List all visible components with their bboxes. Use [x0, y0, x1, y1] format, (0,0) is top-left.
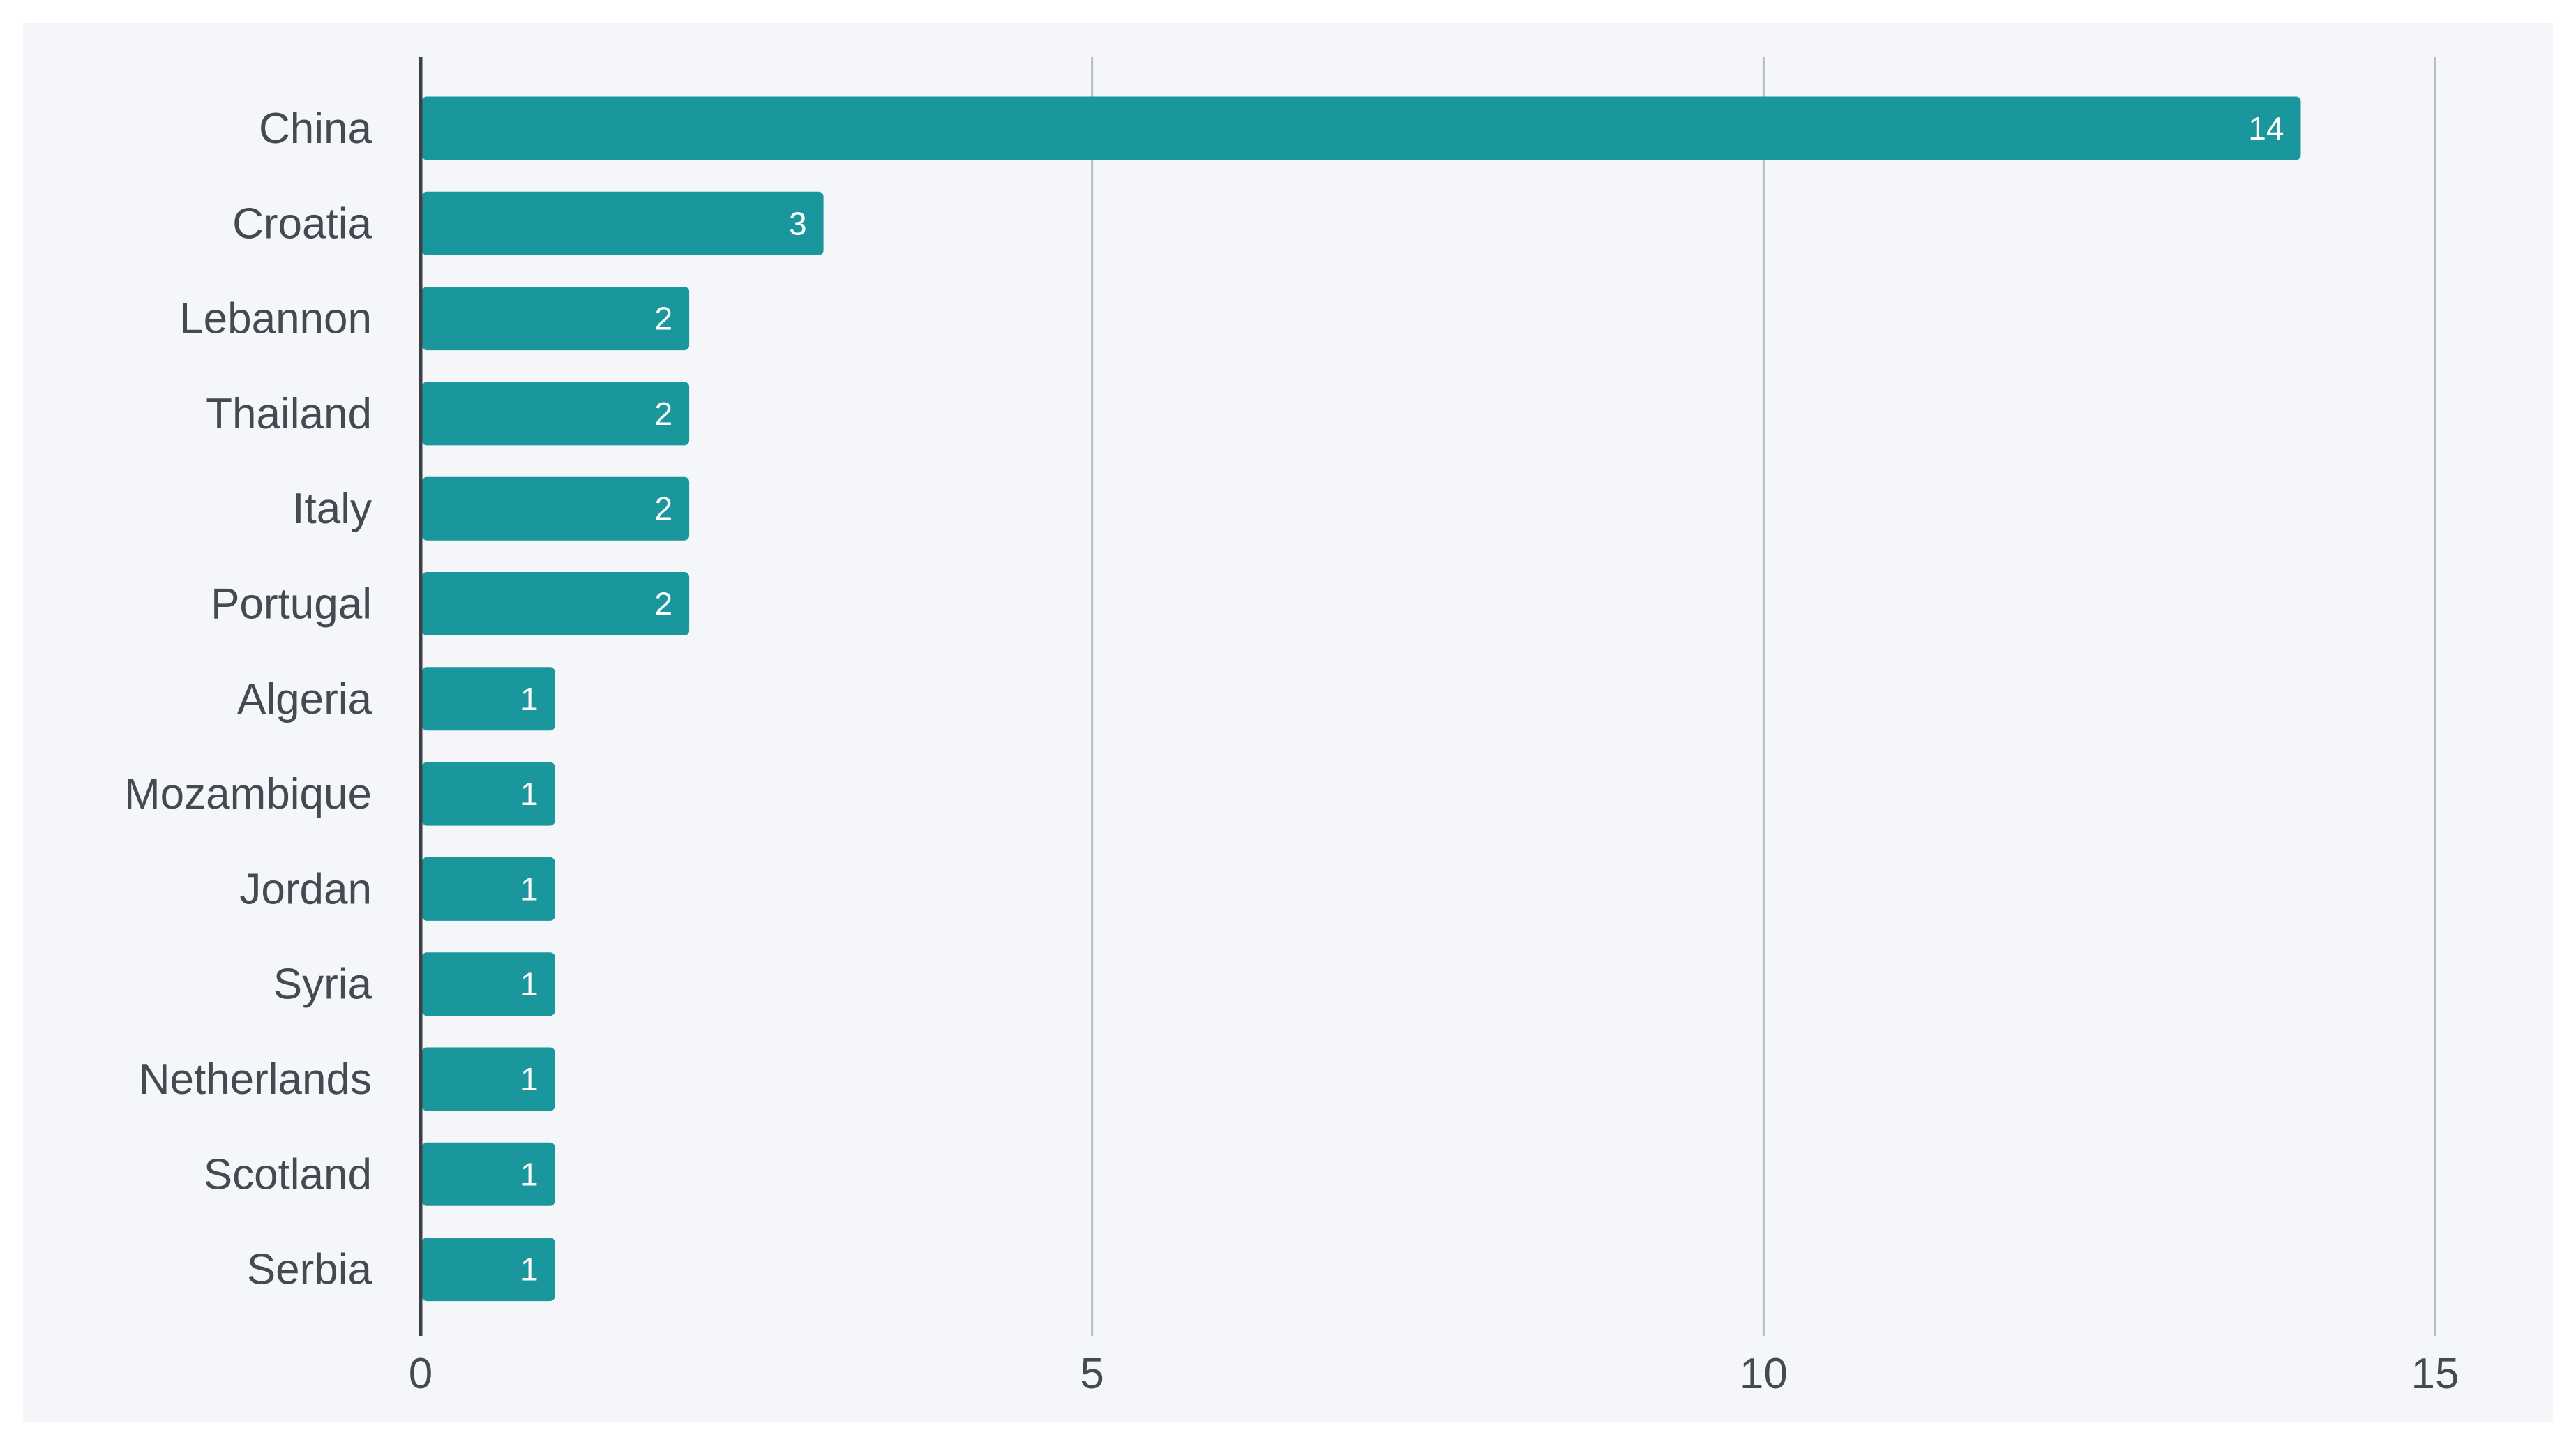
- x-tick-label: 5: [1080, 1350, 1104, 1398]
- bar-value-label: 3: [789, 205, 807, 241]
- x-tick-label: 15: [2411, 1350, 2460, 1398]
- bar-value-label: 2: [654, 396, 672, 432]
- bar: [422, 382, 690, 446]
- category-label: Croatia: [232, 200, 372, 248]
- category-label: Jordan: [239, 865, 372, 913]
- bar: [422, 857, 555, 921]
- category-label: Portugal: [211, 580, 372, 629]
- bar: [422, 1238, 555, 1302]
- bar-value-label: 14: [2248, 110, 2284, 146]
- category-labels: China Croatia Lebannon Thailand Italy Portuga…: [124, 105, 372, 1294]
- category-label: Serbia: [247, 1246, 372, 1294]
- bar: [422, 1047, 555, 1111]
- category-label: Algeria: [237, 675, 372, 723]
- bar: [422, 476, 690, 541]
- category-label: Syria: [273, 961, 372, 1009]
- bar: [422, 762, 555, 826]
- category-label: Italy: [292, 485, 372, 533]
- category-label: China: [259, 105, 372, 153]
- bars: 14 3 2 2 2 2 1 1 1 1 1 1 1: [422, 96, 2301, 1302]
- x-tick-label: 0: [409, 1350, 432, 1398]
- bar-value-label: 1: [520, 1156, 538, 1192]
- bar: [422, 191, 824, 255]
- bar-value-label: 1: [520, 1061, 538, 1097]
- category-label: Scotland: [204, 1150, 372, 1198]
- bar: [422, 287, 690, 351]
- bar: [422, 667, 555, 731]
- bar: [422, 952, 555, 1016]
- x-axis-ticks: 0 5 10 15: [409, 1350, 2460, 1398]
- category-label: Netherlands: [139, 1055, 372, 1104]
- category-label: Lebannon: [179, 295, 372, 343]
- bar: [422, 572, 690, 635]
- bar-value-label: 2: [654, 301, 672, 337]
- bar-value-label: 1: [520, 681, 538, 717]
- bar-value-label: 1: [520, 1251, 538, 1288]
- bar: [422, 1142, 555, 1206]
- bar-value-label: 1: [520, 871, 538, 907]
- x-tick-label: 10: [1740, 1350, 1788, 1398]
- gridlines: [1091, 57, 2436, 1336]
- category-label: Mozambique: [124, 770, 372, 818]
- bar-value-label: 2: [654, 490, 672, 527]
- bar: [422, 96, 2301, 160]
- category-label: Thailand: [206, 390, 372, 438]
- bar-value-label: 1: [520, 776, 538, 812]
- bar-value-label: 2: [654, 586, 672, 622]
- bar-value-label: 1: [520, 966, 538, 1002]
